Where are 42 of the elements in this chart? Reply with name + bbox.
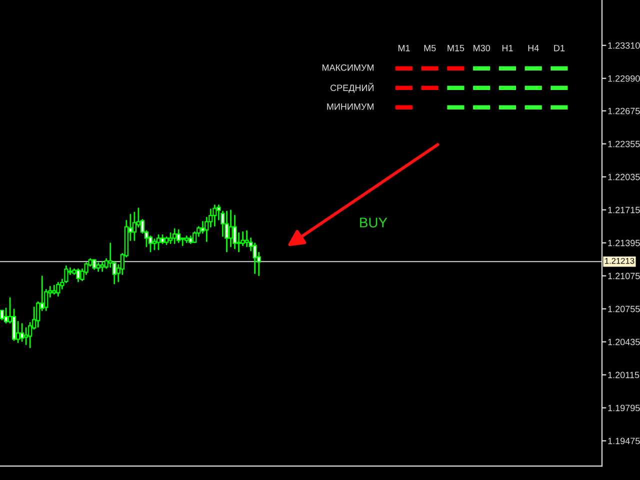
candlestick [56, 282, 60, 297]
y-tick-label: 1.19475 [608, 438, 640, 444]
y-tick-label: 1.21075 [608, 272, 640, 280]
y-tick-label: 1.22355 [608, 140, 640, 148]
candlestick [0, 310, 4, 320]
category-label: МАКСИМУМ [322, 64, 374, 71]
candlestick [132, 212, 137, 241]
y-tick-label: 1.20115 [608, 372, 640, 378]
candlestick [100, 261, 104, 272]
y-tick-label: 1.20755 [608, 306, 640, 312]
y-tick-label: 1.21395 [608, 240, 640, 246]
category-label: M30 [474, 44, 490, 52]
candlestick [244, 230, 249, 248]
y-tick-label: 1.20435 [608, 338, 640, 346]
candlestick [212, 204, 217, 227]
candlestick [76, 268, 80, 282]
annotation: BUY [360, 218, 388, 228]
category-label: M5 [424, 44, 436, 52]
y-tick-label: 1.22990 [608, 75, 640, 82]
y-tick-label: 1.19795 [608, 404, 640, 412]
category-label: H1 [502, 44, 513, 52]
category-label: МИНИМУМ [327, 103, 374, 110]
y-tick-label: 1.21715 [608, 206, 640, 214]
candlestick [172, 228, 177, 244]
category-label: M15 [448, 44, 464, 52]
candlestick [20, 323, 24, 342]
category-label: СРЕДНИЙ [330, 82, 374, 93]
candlestick [152, 238, 157, 250]
ref-line-label: 1.21213 [605, 258, 634, 264]
candlestick [92, 259, 96, 270]
candlestick [228, 210, 233, 248]
y-tick-label: 1.22675 [608, 108, 640, 114]
candlestick [156, 234, 161, 250]
y-tick-label: 1.23310 [608, 42, 640, 49]
candlestick [4, 308, 8, 324]
candlestick [168, 232, 173, 244]
category-label: H4 [528, 44, 539, 52]
candlestick [176, 229, 181, 244]
category-label: D1 [554, 44, 565, 52]
y-tick-label: 1.22035 [608, 174, 640, 180]
candlestick [224, 210, 229, 252]
category-label: M1 [398, 44, 410, 52]
